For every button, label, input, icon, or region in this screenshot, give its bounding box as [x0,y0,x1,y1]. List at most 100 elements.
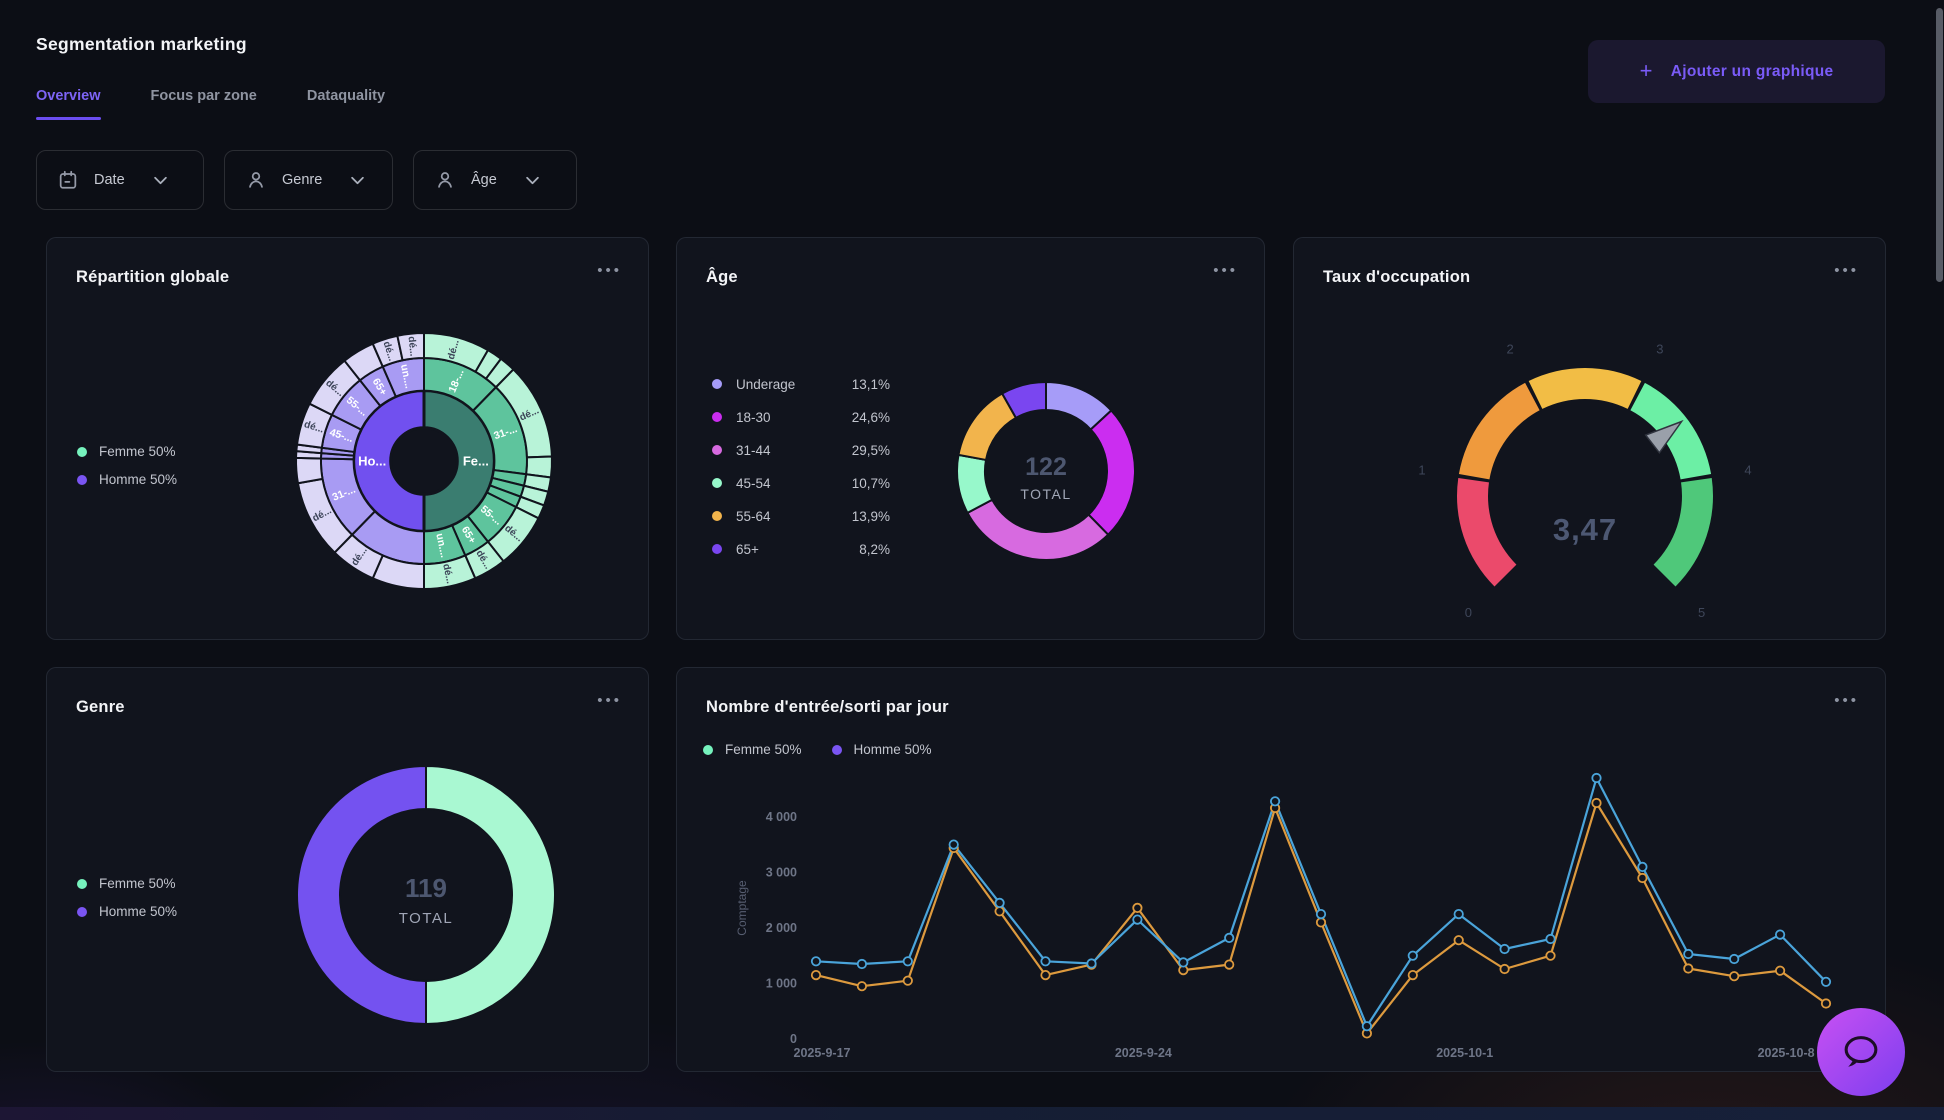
legend-item[interactable]: Underage 13,1% [712,374,890,394]
card-menu-button[interactable]: ••• [597,692,622,709]
legend-dot [77,474,87,485]
legend-item[interactable]: 18-30 24,6% [712,407,890,427]
legend-value: 29,5% [851,442,890,458]
tab-bar: Overview Focus par zone Dataquality [36,88,385,120]
legend-value: 10,7% [851,475,890,491]
svg-text:2025-10-8: 2025-10-8 [1758,1046,1815,1060]
legend-item[interactable]: Homme 50% [77,472,177,487]
card-menu-button[interactable]: ••• [1834,262,1859,279]
card-menu-button[interactable]: ••• [1213,262,1238,279]
age-donut-chart: 122 TOTAL [956,381,1136,561]
svg-text:4: 4 [1744,463,1751,478]
legend-dot [831,744,842,755]
filter-bar: Date Genre Âge [36,150,577,210]
svg-text:3 000: 3 000 [766,865,797,879]
filter-ge[interactable]: Âge [413,150,577,210]
line-chart: 0 1 000 2 000 3 000 4 000 Comptage 2025-9-17 20… [735,772,1832,1060]
card-title: Répartition globale [76,268,230,286]
filter-label: Genre [282,172,323,188]
chevron-down-icon [153,176,168,185]
svg-text:TOTAL: TOTAL [1020,486,1071,502]
add-chart-label: Ajouter un graphique [1670,62,1834,80]
svg-text:dé...: dé... [446,338,462,360]
chart-legend: Femme 50% Homme 50% [703,742,932,757]
user-icon [245,169,267,191]
card-menu-button[interactable]: ••• [597,262,622,279]
genre-donut-chart: 119 TOTAL [296,765,556,1025]
svg-text:2025-9-24: 2025-9-24 [1115,1046,1172,1060]
card-age: Âge ••• Underage 13,1% 18-30 24,6% 31-44 29,5… [676,237,1265,640]
legend-value: 24,6% [851,409,890,425]
legend-label: 55-64 [736,508,771,524]
tab-focus-par-zone[interactable]: Focus par zone [150,88,257,104]
filter-genre[interactable]: Genre [224,150,393,210]
card-genre: Genre ••• Femme 50% Homme 50% 119 TOTAL [46,667,649,1072]
legend-dot [77,906,87,917]
add-chart-button[interactable]: + Ajouter un graphique [1588,40,1885,103]
legend-label: 18-30 [736,409,771,425]
svg-text:2: 2 [1506,341,1513,356]
legend-dot [712,445,722,455]
svg-text:5: 5 [1698,605,1705,620]
legend-dot [77,878,87,889]
legend-label: Homme 50% [99,904,178,919]
svg-text:0: 0 [1465,605,1472,620]
legend-item[interactable]: 45-54 10,7% [712,473,890,493]
user-icon [434,169,456,191]
legend-label: Underage [736,376,796,392]
gauge-chart: 0 1 2 3 4 5 3,47 [1418,341,1751,620]
page-title: Segmentation marketing [36,34,247,54]
svg-text:dé...: dé... [440,563,455,585]
legend-item[interactable]: 55-64 13,9% [712,506,890,526]
sunburst-chart: Fe...Ho...18-...31-...55-...65+un....31-… [295,332,553,590]
scrollbar-thumb[interactable] [1936,8,1943,282]
svg-text:2025-9-17: 2025-9-17 [794,1046,851,1060]
calendar-icon [57,169,79,191]
legend-value: 13,1% [851,376,890,392]
svg-text:Fe...: Fe... [463,454,489,469]
legend-label: Homme 50% [853,742,932,757]
legend-label: 45-54 [736,475,771,491]
card-title: Âge [706,268,738,286]
legend-dot [712,544,722,554]
legend-dot [712,511,722,521]
legend-dot [712,412,722,422]
chevron-down-icon [350,176,365,185]
tab-dataquality[interactable]: Dataquality [306,88,386,104]
legend-dot [77,446,87,457]
svg-text:un....: un.... [433,532,450,559]
tab-overview[interactable]: Overview [36,88,101,120]
chart-legend: Underage 13,1% 18-30 24,6% 31-44 29,5% 45-54 10… [712,374,890,572]
plus-icon: + [1639,57,1653,83]
filter-date[interactable]: Date [36,150,204,210]
legend-label: Femme 50% [725,742,802,757]
legend-item[interactable]: 65+ 8,2% [712,539,890,559]
legend-label: 65+ [736,541,759,557]
filter-label: Âge [471,172,497,188]
card-repartition-globale: Répartition globale ••• Femme 50% Homme 5… [46,237,649,640]
chevron-down-icon [525,176,540,185]
svg-text:122: 122 [1025,453,1067,481]
legend-label: Homme 50% [99,472,178,487]
bottom-bar [0,1107,1944,1120]
svg-text:2 000: 2 000 [766,921,797,935]
legend-item[interactable]: Homme 50% [831,742,932,757]
legend-item[interactable]: Homme 50% [77,904,177,919]
svg-text:1 000: 1 000 [766,976,797,990]
svg-text:Ho...: Ho... [358,454,386,469]
svg-text:0: 0 [790,1032,797,1046]
legend-item[interactable]: Femme 50% [77,876,177,891]
chat-button[interactable] [1817,1008,1905,1096]
legend-value: 8,2% [859,541,890,557]
card-menu-button[interactable]: ••• [1834,692,1859,709]
svg-text:1: 1 [1418,463,1425,478]
legend-item[interactable]: Femme 50% [77,444,177,459]
card-title: Taux d'occupation [1323,268,1471,286]
card-taux-occupation: Taux d'occupation ••• 0 1 2 3 4 5 3,47 [1293,237,1886,640]
legend-item[interactable]: 31-44 29,5% [712,440,890,460]
legend-label: Femme 50% [99,876,176,891]
chat-bubble-icon [1844,1036,1878,1067]
legend-item[interactable]: Femme 50% [703,742,802,757]
legend-label: Femme 50% [99,444,176,459]
